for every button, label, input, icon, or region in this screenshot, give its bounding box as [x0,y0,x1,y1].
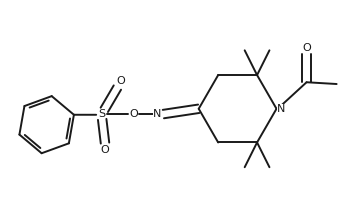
Text: O: O [116,76,125,86]
Text: S: S [98,109,105,119]
Text: N: N [277,104,285,114]
Text: O: O [100,145,109,155]
Text: N: N [153,109,161,119]
Text: O: O [302,43,311,53]
Text: O: O [129,109,138,119]
